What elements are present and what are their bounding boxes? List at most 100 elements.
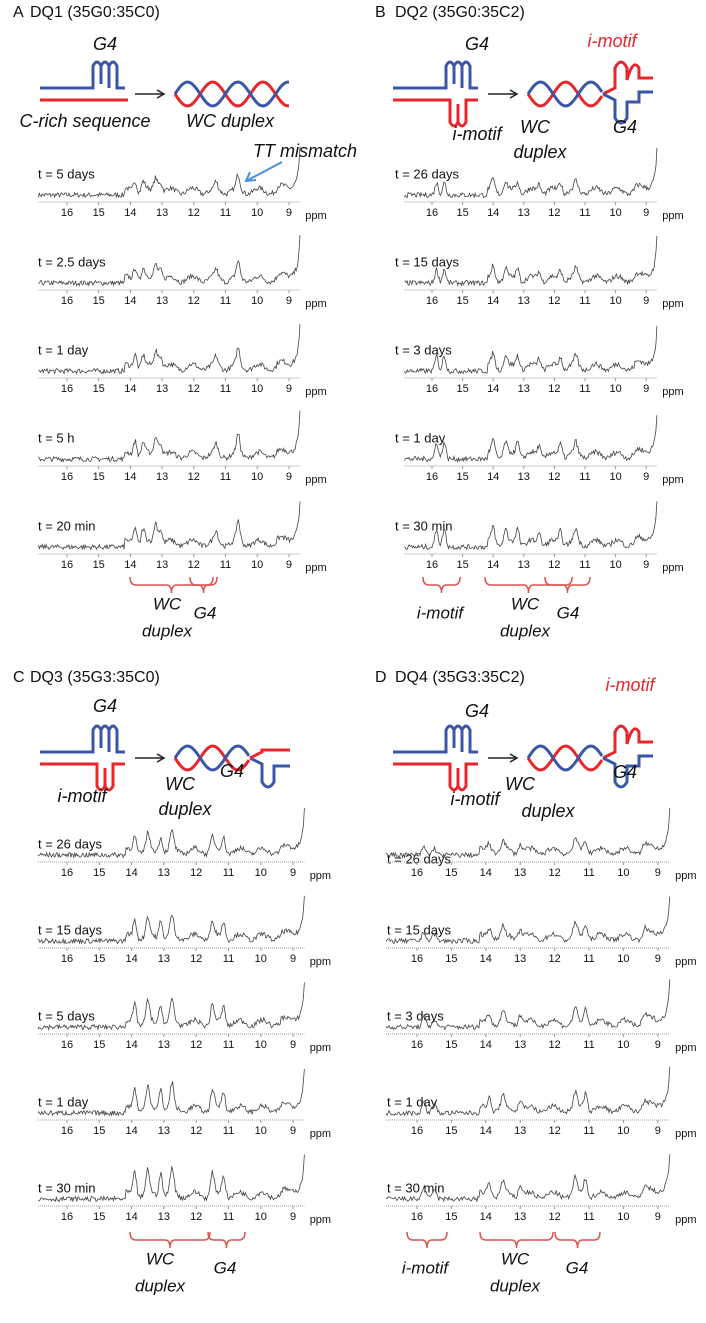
helix [173,80,289,108]
time-label: t = 5 days [38,1008,95,1023]
time-label: t = 26 days [38,836,102,851]
axis-unit: ppm [662,562,683,574]
tick-label: 14 [125,1211,137,1223]
time-label: t = 5 days [38,166,95,181]
axis-unit: ppm [310,1128,331,1140]
tick-label: 14 [480,1211,492,1223]
axis-unit: ppm [305,562,326,574]
tick-label: 11 [220,383,231,395]
bracket-label: duplex [142,621,193,640]
schematic-label: i-motif [453,124,504,144]
tick-label: 13 [158,1211,170,1223]
axis-unit: ppm [675,1128,696,1140]
schematic-label: i-motif [588,31,639,51]
tick-label: 13 [156,295,168,307]
tick-label: 10 [255,1211,267,1223]
tick-label: 9 [655,1125,661,1137]
bracket [484,576,573,594]
time-label: t = 15 days [395,254,459,269]
tick-label: 16 [426,383,438,395]
tick-label: 13 [514,953,526,965]
tick-label: 15 [445,867,457,879]
panel-letter: D [375,669,387,686]
tick-label: 9 [286,207,292,219]
axis-unit: ppm [305,298,326,310]
tick-label: 15 [93,867,105,879]
tick-label: 11 [579,471,590,483]
tick-label: 9 [290,1211,296,1223]
tick-label: 13 [158,1125,170,1137]
tick-label: 14 [124,559,136,571]
bracket [189,576,218,594]
schematic-label: WC [505,774,536,794]
tick-label: 11 [583,1211,594,1223]
spectrum [38,501,301,551]
tick-label: 11 [220,471,231,483]
tick-label: 16 [411,1125,423,1137]
tick-label: 10 [255,1125,267,1137]
time-label: t = 3 days [387,1008,444,1023]
panel-title: DQ4 (35G3:35C2) [395,669,525,686]
tick-label: 10 [609,207,621,219]
tick-label: 10 [251,207,263,219]
arrow [488,89,519,99]
tick-label: 11 [583,1125,594,1137]
tick-label: 10 [255,1039,267,1051]
tick-label: 13 [514,1211,526,1223]
tick-label: 15 [456,383,468,395]
tick-label: 13 [156,471,168,483]
schematic-label: duplex [158,799,212,819]
tick-label: 12 [548,383,560,395]
panel-letter: A [13,4,24,21]
tick-label: 9 [655,953,661,965]
tick-label: 15 [93,207,105,219]
spectrum [37,895,305,946]
spectrum [37,807,305,859]
tick-label: 11 [583,1039,594,1051]
strand [249,748,290,760]
tick-label: 15 [93,1039,105,1051]
arrow [135,89,166,99]
tick-label: 14 [124,383,136,395]
tick-label: 15 [93,559,105,571]
axis-unit: ppm [662,474,683,486]
bracket-label: duplex [490,1276,541,1295]
tick-label: 10 [609,471,621,483]
schematic-label: G4 [613,762,637,782]
axis-unit: ppm [310,1214,331,1226]
arrow [488,753,519,763]
bracket [207,1231,246,1249]
spectrum [37,1154,305,1203]
time-label: t = 2.5 days [38,254,106,269]
tick-label: 13 [158,1039,170,1051]
g4 [602,754,653,789]
tick-label: 14 [480,1039,492,1051]
helix [526,80,604,108]
tick-label: 10 [617,953,629,965]
schematic-label: i-motif [58,786,109,806]
spectrum [385,1066,671,1117]
tick-label: 12 [190,867,202,879]
tick-label: 16 [411,1211,423,1223]
axis-unit: ppm [310,956,331,968]
axis-unit: ppm [675,870,696,882]
bracket-label: duplex [500,621,551,640]
helix [173,744,251,772]
time-label: t = 5 h [38,430,75,445]
annotation-arrow [244,161,283,183]
tick-label: 14 [124,207,136,219]
tick-label: 10 [251,471,263,483]
tick-label: 9 [655,1211,661,1223]
tick-label: 12 [190,953,202,965]
tick-label: 10 [609,559,621,571]
spectrum [404,325,658,375]
panel-title: DQ2 (35G0:35C2) [395,4,525,21]
tick-label: 11 [579,559,590,571]
tick-label: 16 [61,295,73,307]
tick-label: 10 [617,1125,629,1137]
tick-label: 13 [518,207,530,219]
tick-label: 16 [61,1125,73,1137]
tick-label: 13 [518,383,530,395]
tick-label: 14 [125,867,137,879]
tick-label: 10 [255,953,267,965]
